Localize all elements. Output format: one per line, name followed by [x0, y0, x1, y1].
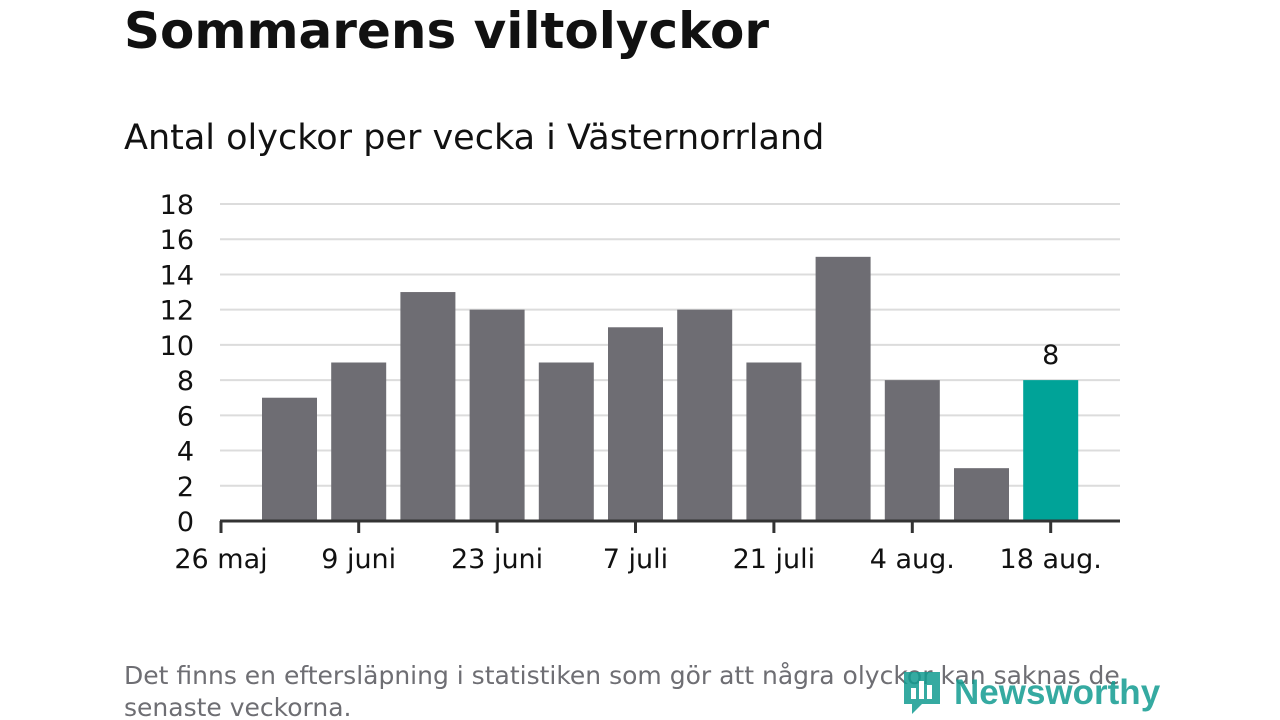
bar [954, 468, 1009, 521]
x-tick-label: 26 maj [174, 544, 267, 575]
y-tick-label: 12 [160, 296, 194, 327]
y-tick-label: 10 [160, 331, 194, 362]
bars [262, 256, 1079, 521]
bar [746, 362, 802, 521]
bar-chart: 0 2 4 6 8 10 12 14 16 18 26 maj 9 juni 23 juni 7 jul… [160, 190, 1120, 575]
bar [815, 256, 871, 521]
newsworthy-logo-icon [904, 672, 940, 714]
bar [400, 292, 456, 521]
bar [331, 362, 387, 521]
grid-lines [220, 203, 1120, 487]
x-tick-label: 9 juni [321, 544, 396, 575]
bar [538, 362, 594, 521]
y-tick-label: 16 [160, 225, 194, 256]
y-tick-label: 2 [177, 472, 194, 503]
data-label: 8 [1042, 340, 1059, 371]
y-tick-label: 14 [160, 260, 194, 291]
bar [608, 327, 663, 521]
y-tick-label: 4 [177, 437, 194, 468]
x-tick-label: 21 juli [733, 544, 816, 575]
x-tick-label: 23 juni [451, 544, 543, 575]
chart-subtitle: Antal olyckor per vecka i Västernorrland [124, 118, 825, 158]
y-tick-label: 18 [160, 190, 194, 221]
data-labels: 8 [1042, 340, 1059, 371]
footnote: Det finns en eftersläpning i statistiken… [124, 661, 1120, 720]
logo-text: Newsworthy [954, 673, 1161, 712]
bar [262, 397, 317, 521]
x-tick-label: 4 aug. [870, 544, 955, 575]
bar [1023, 380, 1079, 521]
newsworthy-logo: Newsworthy [900, 668, 1160, 718]
bar [677, 309, 733, 521]
x-axis [219, 519, 1120, 533]
y-tick-label: 0 [177, 507, 194, 538]
y-axis-labels: 0 2 4 6 8 10 12 14 16 18 [160, 190, 194, 538]
y-tick-label: 8 [177, 366, 194, 397]
bar [469, 309, 525, 521]
page-title: Sommarens viltolyckor [124, 2, 770, 60]
x-tick-label: 7 juli [603, 544, 668, 575]
x-axis-labels: 26 maj 9 juni 23 juni 7 juli 21 juli 4 aug. 18… [174, 544, 1102, 575]
x-tick-label: 18 aug. [1000, 544, 1102, 575]
bar [884, 380, 940, 521]
y-tick-label: 6 [177, 401, 194, 432]
